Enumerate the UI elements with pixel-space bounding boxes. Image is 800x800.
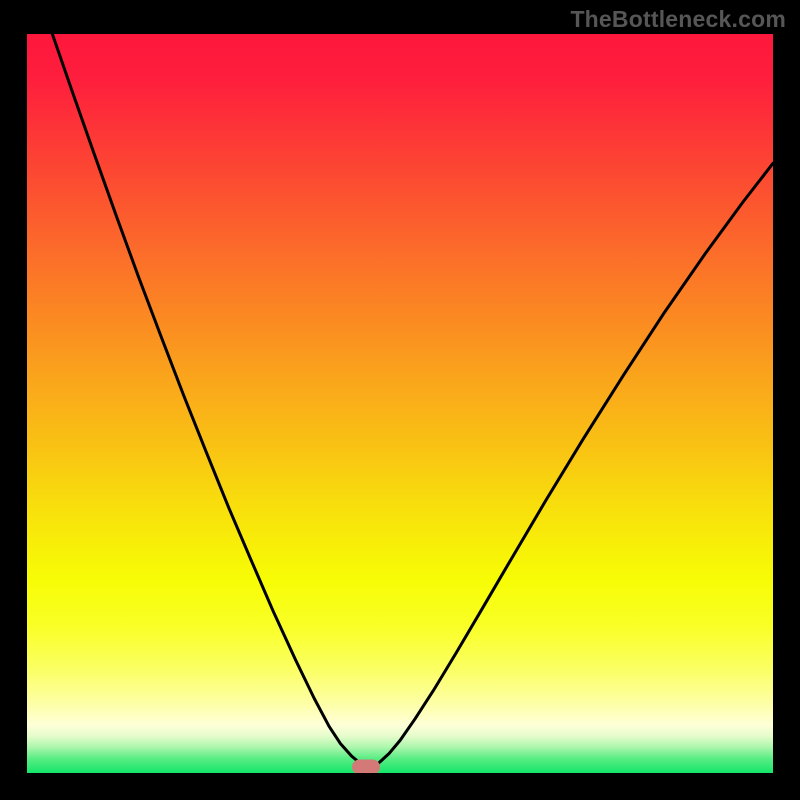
bottleneck-curve [27, 34, 773, 773]
bottleneck-curve-path [52, 34, 773, 767]
watermark-text: TheBottleneck.com [570, 6, 786, 33]
chart-frame: TheBottleneck.com [0, 0, 800, 800]
plot-area [27, 34, 773, 773]
optimal-point-marker [352, 760, 380, 773]
